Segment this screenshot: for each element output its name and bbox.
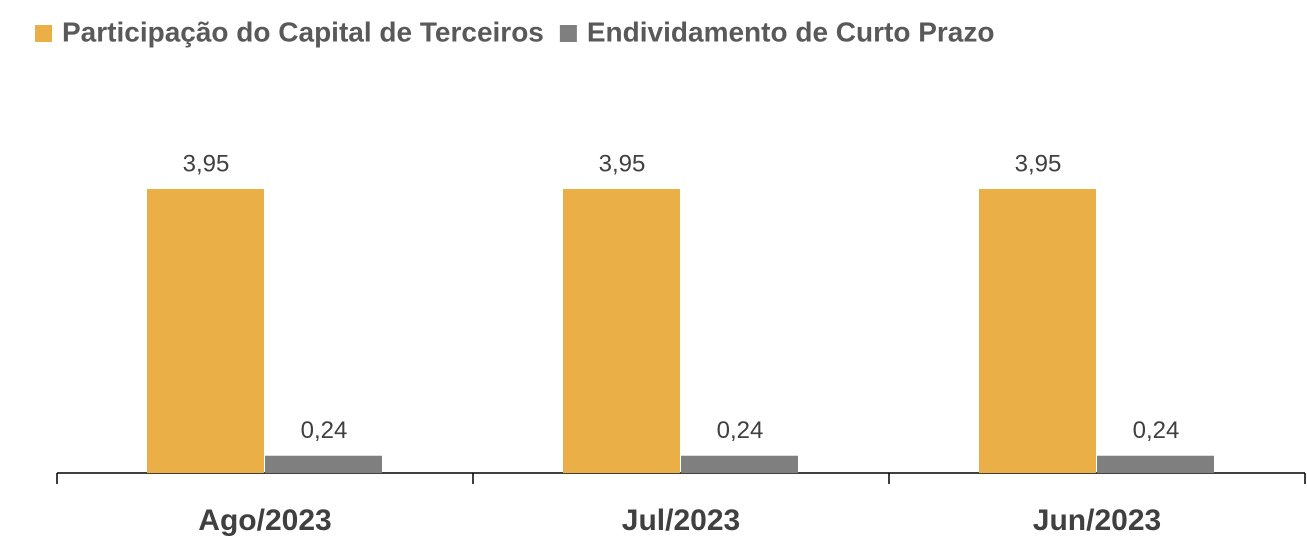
x-tick-label: Jun/2023 xyxy=(1033,504,1161,537)
value-label: 3,95 xyxy=(1015,150,1062,177)
bar xyxy=(563,189,680,473)
legend-label: Participação do Capital de Terceiros xyxy=(62,16,544,47)
value-label: 0,24 xyxy=(1133,417,1180,444)
bar xyxy=(681,455,798,473)
legend-swatch xyxy=(35,25,52,42)
bar xyxy=(1097,455,1214,473)
bar xyxy=(265,455,382,473)
value-label: 0,24 xyxy=(301,417,348,444)
value-label: 3,95 xyxy=(183,150,230,177)
legend-swatch xyxy=(559,25,577,42)
legend-label: Endividamento de Curto Prazo xyxy=(587,16,995,47)
bar xyxy=(147,189,264,473)
value-label: 3,95 xyxy=(599,150,646,177)
value-label: 0,24 xyxy=(717,417,764,444)
x-tick-label: Jul/2023 xyxy=(622,504,740,537)
bar xyxy=(979,189,1096,473)
x-tick-label: Ago/2023 xyxy=(198,504,331,537)
